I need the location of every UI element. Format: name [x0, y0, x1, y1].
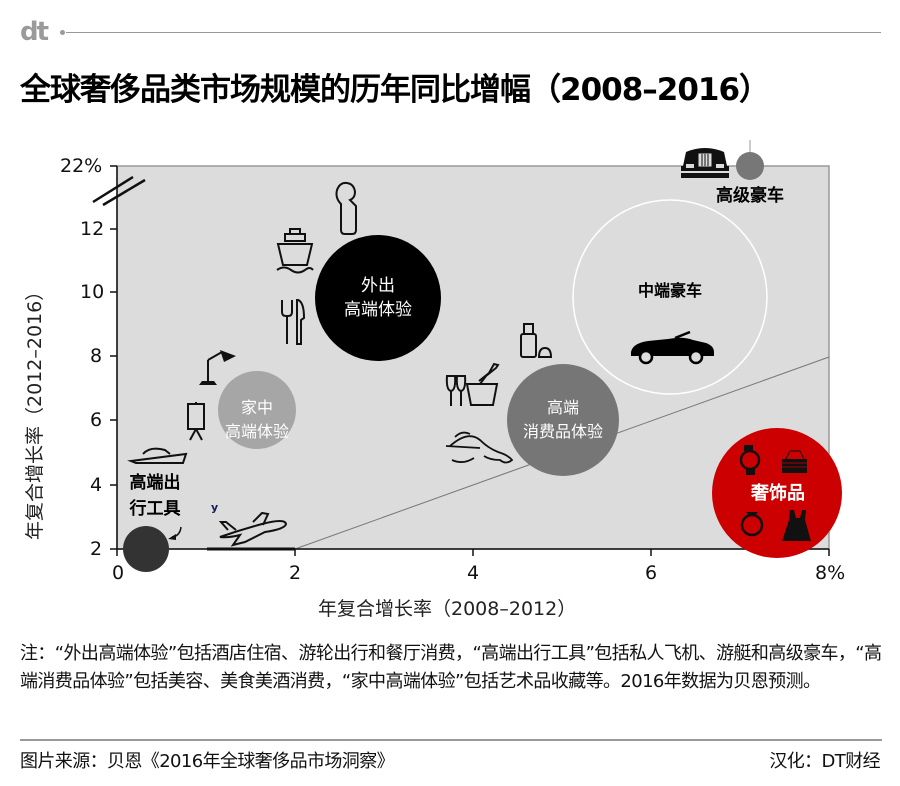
x-tick-2: 2 — [289, 562, 302, 584]
y-tick-10: 10 — [80, 281, 105, 303]
luxury-car-icon — [681, 148, 729, 178]
cosmetics-icon — [520, 323, 553, 358]
y-tick-4: 4 — [90, 474, 103, 496]
bubble-luxury-accessories[interactable] — [712, 428, 842, 558]
bubble-label-outdoor: 外出 高端体验 — [344, 276, 412, 320]
bubble-label-topcar: 高级豪车 — [716, 186, 784, 206]
x-tick-4: 4 — [467, 562, 480, 584]
bubble-label-accessories: 奢饰品 — [751, 483, 805, 504]
convertible-car-icon — [631, 330, 714, 365]
bubble-midrange-cars[interactable] — [572, 199, 768, 395]
airplane-icon — [218, 511, 288, 547]
x-tick-0: 0 — [112, 562, 125, 584]
bubble-top-luxury-cars[interactable] — [736, 152, 764, 180]
footnote: 注：“外出高端体验”包括酒店住宿、游轮出行和餐厅消费，“高端出行工具”包括私人飞… — [20, 643, 882, 692]
x-axis-ticks — [116, 549, 830, 556]
dt-logo: dt — [20, 17, 49, 47]
source-text: 图片来源：贝恩《2016年全球奢侈品市场洞察》 — [20, 751, 395, 772]
ring-icon — [740, 512, 764, 537]
desk-lamp-icon — [199, 350, 236, 385]
logo-dot — [60, 30, 65, 35]
bubble-luxury-transport[interactable] — [123, 526, 169, 572]
bubble-label-consumer: 高端 消费品体验 — [522, 398, 604, 441]
x-tick-8: 8% — [815, 562, 846, 584]
svg-text:y: y — [211, 501, 218, 514]
bubble-label-midcar: 中端豪车 — [637, 281, 703, 300]
lobster-icon — [445, 431, 514, 464]
bubble-chart: y — [92, 140, 842, 572]
y-axis-ticks — [110, 165, 117, 550]
watch-icon — [739, 445, 761, 475]
y-tick-22: 22% — [60, 155, 103, 177]
y-tick-8: 8 — [90, 345, 103, 367]
handbag-icon — [782, 450, 807, 473]
bubble-label-transport: 高端出 行工具 — [129, 473, 181, 519]
wine-bucket-icon — [445, 362, 500, 406]
chart-title: 全球奢侈品类市场规模的历年同比增幅（2008–2016） — [20, 72, 770, 108]
fork-knife-icon — [281, 299, 306, 345]
y-axis-title: 年复合增长率（2012–2016） — [24, 281, 46, 540]
y-tick-6: 6 — [90, 409, 103, 431]
axis-break-icon — [92, 175, 146, 207]
bubble-luxury-consumer-experience[interactable] — [507, 364, 619, 476]
y-tick-12: 12 — [80, 218, 105, 240]
dress-icon — [782, 510, 811, 541]
bubble-label-home: 家中 高端体验 — [224, 398, 290, 441]
credit-text: 汉化：DT财经 — [769, 751, 880, 772]
easel-icon — [187, 402, 205, 441]
bubble-outdoor-luxury-experience[interactable] — [315, 235, 441, 361]
cruise-ship-icon — [276, 228, 314, 274]
x-axis-title: 年复合增长率（2008–2012） — [318, 598, 577, 620]
header-divider — [66, 32, 881, 33]
door-hanger-icon — [335, 181, 357, 235]
y-tick-2: 2 — [90, 538, 103, 560]
yacht-icon — [127, 447, 188, 464]
footer-divider — [20, 739, 882, 741]
x-tick-6: 6 — [645, 562, 658, 584]
bubble-home-luxury-experience[interactable] — [218, 371, 296, 449]
